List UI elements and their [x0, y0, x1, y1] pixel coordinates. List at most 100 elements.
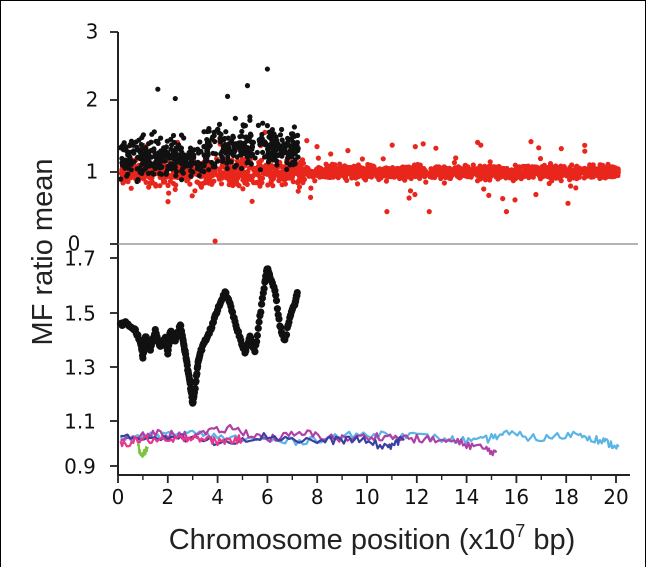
- red-scatter-point: [600, 172, 606, 179]
- red-scatter-point: [490, 167, 496, 173]
- red-scatter-point: [441, 180, 447, 186]
- black-scatter-point: [254, 149, 260, 156]
- red-scatter-point: [360, 172, 367, 179]
- black-scatter-point: [233, 162, 240, 168]
- red-scatter-point: [542, 173, 548, 179]
- red-scatter-point: [462, 162, 468, 168]
- red-scatter-point: [248, 175, 254, 181]
- red-scatter-point: [515, 166, 521, 172]
- black-scatter-point: [172, 160, 179, 166]
- black-marker: [272, 291, 280, 299]
- black-scatter-point: [216, 121, 223, 127]
- x-tick-label: 6: [261, 485, 274, 509]
- black-scatter-point: [266, 142, 272, 148]
- bottom-line: [119, 434, 244, 448]
- red-scatter-point: [512, 197, 518, 203]
- red-scatter-point: [538, 167, 544, 173]
- red-scatter-point: [604, 173, 610, 179]
- red-scatter-point: [257, 158, 263, 165]
- black-marker: [255, 318, 263, 326]
- red-scatter-point: [219, 162, 225, 168]
- black-scatter-point: [195, 159, 201, 165]
- black-scatter-point: [198, 148, 204, 154]
- red-scatter-point: [259, 180, 265, 186]
- red-scatter-point: [441, 169, 447, 175]
- red-scatter-point: [282, 181, 288, 187]
- black-scatter-point: [260, 120, 266, 126]
- red-scatter-point: [597, 168, 603, 174]
- red-scatter-point: [533, 191, 539, 198]
- black-scatter-point: [256, 137, 262, 143]
- red-scatter-point: [295, 188, 301, 194]
- red-scatter-point: [218, 175, 225, 181]
- black-marker: [273, 305, 281, 313]
- red-scatter-point: [581, 166, 587, 172]
- red-scatter-point: [289, 174, 296, 180]
- black-scatter-point: [239, 128, 245, 135]
- black-scatter-point: [264, 123, 270, 129]
- black-scatter-point: [186, 150, 192, 156]
- red-scatter-point: [302, 169, 308, 175]
- black-scatter-point: [138, 142, 144, 148]
- red-scatter-point: [240, 186, 246, 192]
- black-scatter-point: [222, 135, 228, 142]
- red-scatter-point: [513, 175, 519, 181]
- red-scatter-point: [198, 184, 204, 190]
- black-scatter-point: [140, 167, 147, 173]
- red-scatter-point: [372, 168, 378, 174]
- red-scatter-point: [564, 173, 570, 179]
- top-red-scatter: [118, 129, 621, 244]
- black-scatter-point: [169, 165, 176, 171]
- red-scatter-point: [597, 175, 603, 181]
- red-scatter-point: [310, 173, 316, 179]
- black-scatter-point: [191, 147, 197, 153]
- black-scatter-point: [234, 154, 240, 160]
- black-scatter-point: [291, 124, 297, 130]
- red-scatter-point: [397, 175, 403, 182]
- red-scatter-point: [227, 172, 233, 178]
- red-scatter-point: [565, 200, 571, 206]
- black-scatter-point: [204, 140, 210, 146]
- red-scatter-point: [253, 180, 259, 186]
- red-scatter-point: [165, 182, 171, 189]
- red-scatter-point: [344, 177, 350, 183]
- top-y-tick-label: 0: [68, 232, 81, 256]
- red-scatter-point: [269, 177, 275, 183]
- black-scatter-point: [119, 155, 125, 162]
- black-scatter-point: [154, 152, 160, 158]
- red-scatter-point: [549, 178, 555, 184]
- red-scatter-point: [340, 173, 346, 179]
- black-scatter-point: [215, 126, 221, 132]
- red-scatter-point: [557, 173, 564, 179]
- top-black-scatter: [118, 66, 301, 185]
- black-scatter-point: [151, 146, 157, 152]
- red-scatter-point: [380, 156, 386, 162]
- black-scatter-point: [257, 167, 263, 173]
- red-scatter-point: [597, 162, 603, 168]
- black-marker: [253, 331, 261, 340]
- red-scatter-point: [487, 163, 493, 169]
- red-scatter-point: [551, 172, 557, 178]
- black-scatter-point: [176, 142, 182, 148]
- black-scatter-point: [232, 115, 238, 121]
- black-scatter-point: [279, 126, 285, 133]
- black-marker: [192, 377, 200, 385]
- red-scatter-point: [192, 188, 198, 194]
- red-scatter-point: [290, 179, 296, 185]
- red-scatter-point: [367, 163, 373, 169]
- black-marker: [257, 308, 265, 316]
- black-scatter-point: [292, 161, 298, 167]
- black-scatter-point: [158, 158, 164, 164]
- x-ticks: 0 2 4 6 8 10 12 14 16 18 20: [112, 475, 629, 509]
- red-scatter-point: [507, 171, 513, 177]
- bottom-y-ticks: 1.7 1.5 1.3 1.1 0.9: [64, 247, 118, 479]
- black-scatter-point: [289, 154, 295, 160]
- red-scatter-point: [130, 174, 136, 180]
- red-scatter-point: [402, 171, 408, 177]
- black-scatter-point: [211, 133, 217, 139]
- bottom-black-markers: [116, 265, 301, 407]
- black-scatter-point: [248, 161, 254, 167]
- red-scatter-point: [485, 171, 491, 177]
- red-scatter-point: [366, 167, 372, 173]
- black-scatter-point: [151, 163, 157, 169]
